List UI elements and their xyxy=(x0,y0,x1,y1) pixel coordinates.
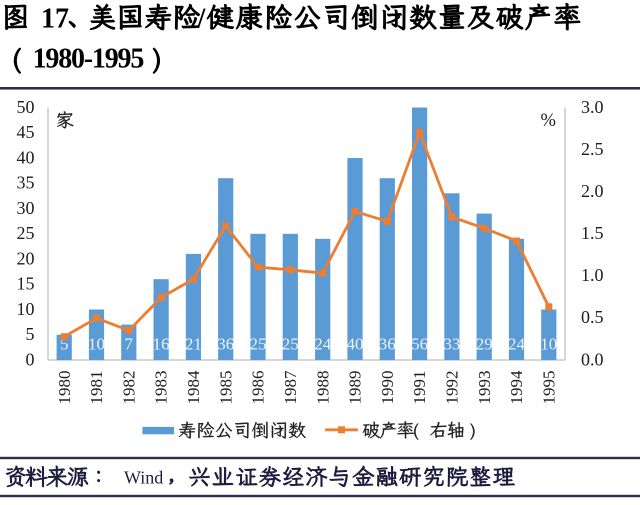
svg-text:35: 35 xyxy=(17,173,35,193)
svg-text:0.0: 0.0 xyxy=(581,349,604,369)
svg-text:50: 50 xyxy=(17,97,35,117)
svg-text:29: 29 xyxy=(476,335,493,354)
svg-text:20: 20 xyxy=(17,248,35,268)
svg-text:21: 21 xyxy=(185,335,202,354)
svg-text:10: 10 xyxy=(88,335,105,354)
svg-text:45: 45 xyxy=(17,122,35,142)
svg-text:24: 24 xyxy=(314,335,332,354)
svg-text:1995: 1995 xyxy=(539,371,558,405)
svg-text:16: 16 xyxy=(153,335,170,354)
svg-text:1980: 1980 xyxy=(55,371,74,405)
svg-text:36: 36 xyxy=(217,335,234,354)
svg-text:33: 33 xyxy=(443,335,460,354)
svg-text:1991: 1991 xyxy=(410,371,429,405)
svg-text:%: % xyxy=(541,111,556,131)
svg-text:1985: 1985 xyxy=(216,371,235,405)
svg-text:7: 7 xyxy=(125,335,134,354)
svg-text:1989: 1989 xyxy=(346,371,365,405)
svg-text:1980-1995: 1980-1995 xyxy=(33,44,144,75)
svg-text:5: 5 xyxy=(60,335,69,354)
svg-text:40: 40 xyxy=(347,335,364,354)
svg-text:1994: 1994 xyxy=(507,370,526,405)
svg-text:1992: 1992 xyxy=(443,371,462,405)
svg-text:5: 5 xyxy=(26,324,35,344)
svg-text:25: 25 xyxy=(282,335,299,354)
svg-text:10: 10 xyxy=(540,335,557,354)
svg-text:15: 15 xyxy=(17,274,35,294)
svg-text:3.0: 3.0 xyxy=(581,97,604,117)
svg-text:17: 17 xyxy=(41,4,69,35)
svg-text:1993: 1993 xyxy=(475,371,494,405)
svg-text:1982: 1982 xyxy=(119,371,138,405)
svg-text:1983: 1983 xyxy=(152,371,171,405)
svg-text:25: 25 xyxy=(17,223,35,243)
svg-text:10: 10 xyxy=(17,299,35,319)
svg-text:24: 24 xyxy=(508,335,526,354)
svg-text:0.5: 0.5 xyxy=(581,307,604,327)
svg-text:1984: 1984 xyxy=(184,370,203,405)
svg-text:40: 40 xyxy=(17,147,35,167)
svg-text:1990: 1990 xyxy=(378,371,397,405)
svg-text:1987: 1987 xyxy=(281,370,300,405)
svg-text:0: 0 xyxy=(26,349,35,369)
svg-text:1986: 1986 xyxy=(249,371,268,405)
svg-text:1981: 1981 xyxy=(87,371,106,405)
svg-text:56: 56 xyxy=(411,335,428,354)
svg-text:1.5: 1.5 xyxy=(581,223,604,243)
svg-text:25: 25 xyxy=(250,335,267,354)
svg-text:1988: 1988 xyxy=(313,371,332,405)
svg-text:Wind: Wind xyxy=(124,468,163,488)
svg-text:2.0: 2.0 xyxy=(581,181,604,201)
svg-text:/: / xyxy=(197,4,207,35)
svg-text:30: 30 xyxy=(17,198,35,218)
svg-text:36: 36 xyxy=(379,335,396,354)
svg-text:1.0: 1.0 xyxy=(581,265,604,285)
svg-text:2.5: 2.5 xyxy=(581,139,604,159)
